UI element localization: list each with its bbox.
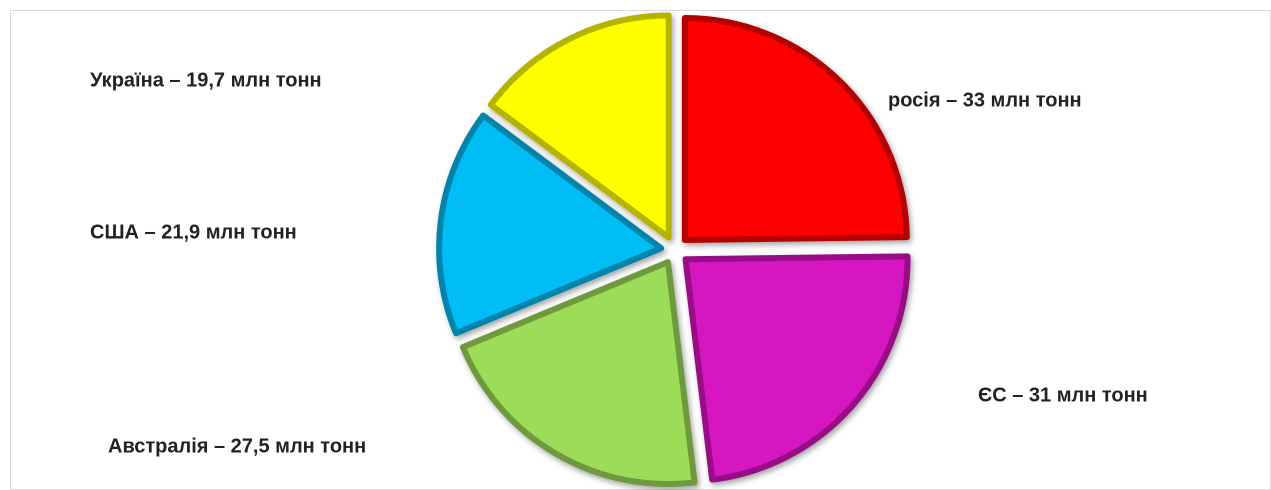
pie-slice [682, 253, 911, 483]
slice-label: Україна – 19,7 млн тонн [90, 69, 322, 91]
slice-label: росія – 33 млн тонн [888, 89, 1082, 111]
pie-slice [487, 12, 672, 241]
slice-label: ЄС – 31 млн тонн [978, 384, 1148, 406]
slice-label: Австралія – 27,5 млн тонн [108, 435, 366, 457]
pie-slice [681, 15, 910, 244]
slice-label: США – 21,9 млн тонн [90, 221, 297, 243]
pie-slice [459, 259, 698, 488]
pie-slice [436, 112, 665, 337]
